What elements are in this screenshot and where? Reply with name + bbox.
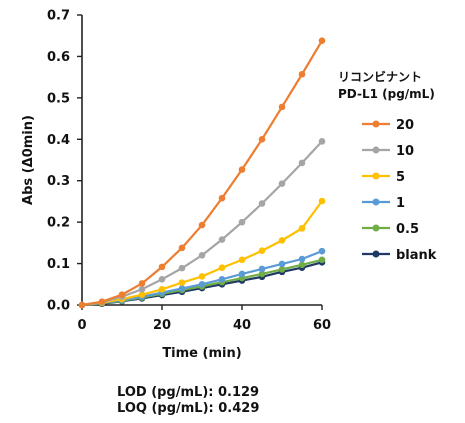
x-tick-label: 20 <box>153 318 171 333</box>
legend-item-20: 20 <box>362 118 414 133</box>
data-point <box>298 159 306 167</box>
data-point <box>298 70 306 78</box>
data-point <box>318 247 326 255</box>
y-tick-label: 0.3 <box>47 174 70 189</box>
data-point <box>318 37 326 44</box>
data-point <box>278 237 286 244</box>
axes: 0.0 0.1 0.2 0.3 0.4 0.5 0.6 0.7 0 20 40 60 Time (min… <box>21 9 331 362</box>
data-point <box>218 264 226 272</box>
series-20 <box>78 37 326 309</box>
series-line <box>81 40 323 307</box>
data-point <box>138 280 146 287</box>
legend-item-5: 5 <box>362 170 405 185</box>
legend-label: 10 <box>396 144 414 159</box>
data-point <box>258 270 266 278</box>
legend-item-1: 1 <box>362 196 405 211</box>
data-point <box>178 244 186 252</box>
x-tick-label: 0 <box>77 318 86 333</box>
data-point <box>178 285 186 292</box>
data-point <box>218 236 226 243</box>
data-point <box>158 276 166 283</box>
data-point <box>178 264 186 272</box>
data-point <box>198 221 206 229</box>
legend-label: 1 <box>396 196 405 211</box>
data-point <box>98 298 106 305</box>
loq-text: LOQ (pg/mL): 0.429 <box>117 401 260 416</box>
data-point <box>278 260 286 268</box>
y-tick-label: 0.5 <box>47 91 70 106</box>
data-point <box>318 197 326 205</box>
y-tick-label: 0.7 <box>47 9 70 24</box>
legend-swatch-marker <box>372 250 380 258</box>
y-axis-title: Abs (Δ0min) <box>21 115 36 205</box>
legend-item-0.5: 0.5 <box>362 222 419 237</box>
data-point <box>258 200 266 207</box>
x-axis-title: Time (min) <box>162 346 241 361</box>
data-point <box>318 256 326 264</box>
legend-item-10: 10 <box>362 144 414 159</box>
y-tick-label: 0.6 <box>47 50 70 65</box>
legend-label: blank <box>396 248 437 263</box>
data-point <box>138 285 146 293</box>
data-point <box>198 280 206 288</box>
lod-text: LOD (pg/mL): 0.129 <box>117 385 260 400</box>
legend-label: 5 <box>396 170 405 185</box>
data-point <box>138 291 146 298</box>
data-point <box>238 270 246 278</box>
data-point <box>238 166 246 173</box>
data-point <box>238 256 246 264</box>
legend-swatch-marker <box>372 224 380 232</box>
data-point <box>238 218 246 226</box>
legend: リコンビナント PD-L1 (pg/mL) 20 10 5 1 0.5 blank <box>338 69 437 263</box>
data-point <box>278 180 286 187</box>
legend-swatch-marker <box>372 198 380 206</box>
data-point <box>158 263 166 271</box>
data-point <box>278 103 286 111</box>
y-tick-label: 0.0 <box>47 299 70 314</box>
legend-swatch-marker <box>372 120 380 128</box>
data-point <box>118 291 126 298</box>
legend-label: 0.5 <box>396 222 419 237</box>
legend-title-line2: PD-L1 (pg/mL) <box>338 87 435 101</box>
legend-swatch-marker <box>372 146 380 154</box>
data-point <box>278 266 286 273</box>
data-point <box>198 251 206 259</box>
data-point <box>218 194 226 202</box>
series-group <box>78 37 326 309</box>
data-point <box>258 265 266 273</box>
data-point <box>178 279 186 286</box>
data-point <box>78 301 86 309</box>
legend-swatch-marker <box>372 172 380 180</box>
data-point <box>258 135 266 143</box>
data-point <box>258 247 266 255</box>
x-tick-label: 60 <box>313 318 331 333</box>
data-point <box>218 276 226 283</box>
data-point <box>298 255 306 263</box>
legend-item-blank: blank <box>362 248 437 263</box>
data-point <box>158 285 166 293</box>
x-tick-label: 40 <box>233 318 251 333</box>
y-tick-label: 0.1 <box>47 257 70 272</box>
data-point <box>298 225 306 232</box>
data-point <box>198 273 206 280</box>
legend-title-line1: リコンビナント <box>338 69 422 84</box>
data-point <box>298 261 306 269</box>
y-tick-label: 0.2 <box>47 216 70 231</box>
y-tick-label: 0.4 <box>47 133 70 148</box>
legend-label: 20 <box>396 118 414 133</box>
data-point <box>318 138 326 145</box>
